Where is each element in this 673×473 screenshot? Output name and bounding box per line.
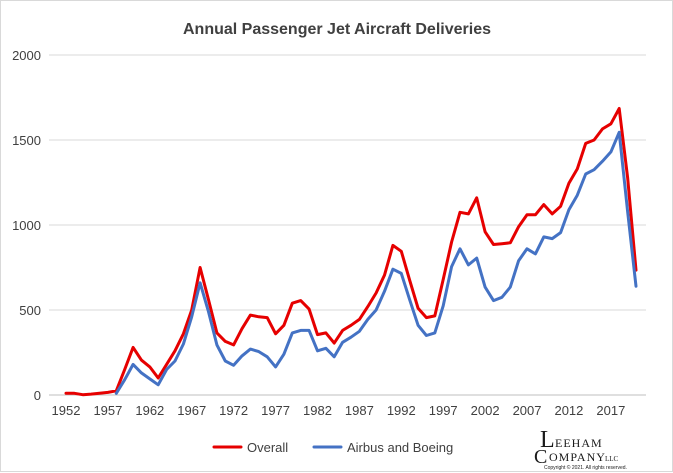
x-tick-label: 2002 (471, 403, 500, 418)
series-overall (66, 109, 636, 395)
x-tick-label: 2007 (513, 403, 542, 418)
legend-label-overall: Overall (247, 440, 288, 455)
y-tick-label: 1000 (12, 218, 41, 233)
x-tick-label: 1992 (387, 403, 416, 418)
x-tick-label: 1982 (303, 403, 332, 418)
series-line (116, 132, 636, 393)
logo-llc: LLC (605, 455, 619, 463)
x-tick-label: 1977 (261, 403, 290, 418)
y-tick-label: 2000 (12, 48, 41, 63)
legend: Overall Airbus and Boeing (214, 440, 453, 455)
axes: 0 500 1000 1500 2000 1952 1957 1962 1967 1972 1977… (12, 48, 646, 418)
x-tick-label: 1987 (345, 403, 374, 418)
series-lines (66, 109, 636, 395)
legend-label-airbus-boeing: Airbus and Boeing (347, 440, 453, 455)
x-tick-label: 1997 (429, 403, 458, 418)
x-tick-label: 2017 (596, 403, 625, 418)
x-tick-label: 2012 (554, 403, 583, 418)
y-tick-label: 1500 (12, 133, 41, 148)
logo-text-line2: OMPANY (549, 450, 606, 464)
y-tick-label: 0 (34, 388, 41, 403)
logo-copyright: Copyright © 2021. All rights reserved. (544, 464, 627, 471)
x-tick-label: 1957 (93, 403, 122, 418)
x-tick-label: 1952 (52, 403, 81, 418)
x-tick-label: 1972 (219, 403, 248, 418)
gridlines (49, 55, 646, 310)
x-tick-label: 1967 (177, 403, 206, 418)
logo-text-line1: EEHAM (555, 436, 603, 450)
leeham-company-logo: L EEHAM C OMPANY LLC Copyright © 2021. A… (534, 427, 627, 471)
series-line (66, 109, 636, 395)
series-airbus-and-boeing (116, 132, 636, 393)
chart-title: Annual Passenger Jet Aircraft Deliveries (183, 21, 491, 38)
x-tick-label: 1962 (135, 403, 164, 418)
y-tick-label: 500 (19, 303, 41, 318)
